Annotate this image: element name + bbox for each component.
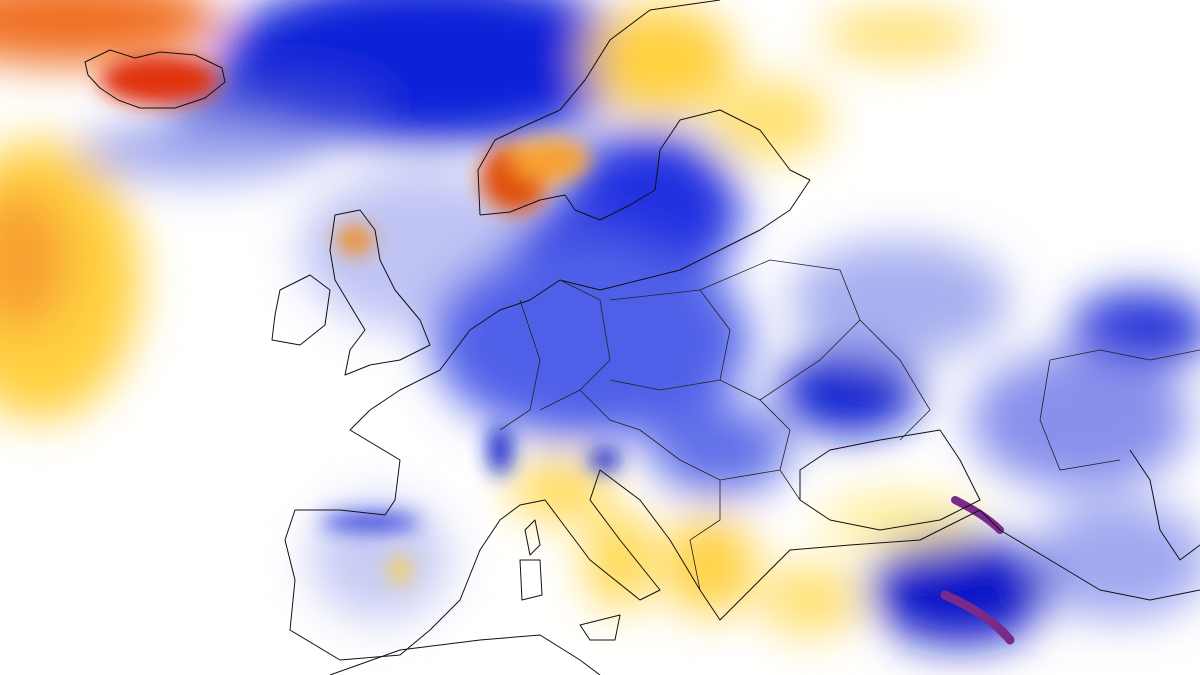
scandinavia — [477, 0, 811, 221]
field-detail — [100, 55, 620, 584]
continent — [284, 179, 1200, 661]
ireland — [271, 274, 331, 346]
iceland — [84, 49, 226, 109]
north-africa — [329, 634, 601, 675]
britain — [329, 209, 431, 376]
caspian — [1129, 449, 1200, 561]
borders — [499, 259, 1200, 591]
black-sea — [799, 429, 981, 531]
corsica-sardinia — [519, 519, 543, 601]
sicily — [579, 614, 621, 641]
coastlines — [84, 0, 1200, 675]
